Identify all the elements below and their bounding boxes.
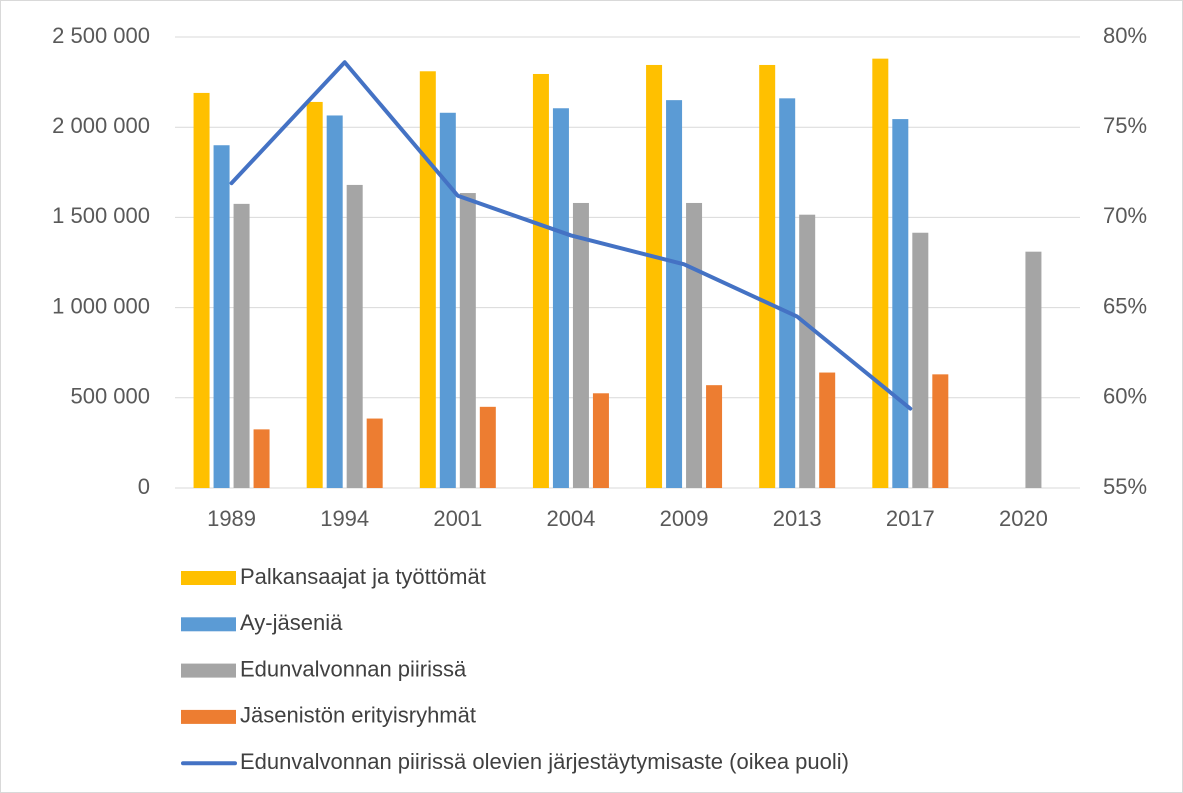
bar xyxy=(326,115,343,488)
bar xyxy=(193,92,210,488)
y2-tick-label: 70% xyxy=(1103,203,1147,228)
bar xyxy=(706,385,723,488)
bar xyxy=(799,214,816,488)
x-tick-label: 2020 xyxy=(999,506,1048,531)
bar xyxy=(306,101,323,488)
bar xyxy=(932,374,949,488)
x-tick-label: 2009 xyxy=(660,506,709,531)
bar xyxy=(1025,251,1042,488)
legend-label: Ay-jäseniä xyxy=(240,610,343,635)
y2-tick-label: 65% xyxy=(1103,293,1147,318)
bar xyxy=(439,112,456,488)
bar xyxy=(686,202,703,488)
bar xyxy=(912,232,929,488)
legend-swatch xyxy=(181,663,236,678)
legend: Palkansaajat ja työttömät Ay-jäseniä Edunv… xyxy=(181,564,849,774)
legend-label: Edunvalvonnan piirissä xyxy=(240,656,467,681)
bar xyxy=(459,193,476,488)
y2-tick-label: 80% xyxy=(1103,23,1147,48)
y2-tick-label: 55% xyxy=(1103,474,1147,499)
legend-swatch xyxy=(181,709,236,724)
bar xyxy=(552,108,569,489)
bar xyxy=(479,406,496,488)
bar xyxy=(666,100,683,488)
bar xyxy=(819,372,836,488)
bar xyxy=(419,71,436,488)
bar xyxy=(646,64,663,488)
y-tick-label: 1 500 000 xyxy=(52,203,150,228)
x-tick-label: 1989 xyxy=(207,506,256,531)
bar xyxy=(872,58,889,488)
legend-swatch xyxy=(181,617,236,632)
y-tick-label: 1 000 000 xyxy=(52,293,150,318)
legend-label: Jäsenistön erityisryhmät xyxy=(240,703,476,728)
line xyxy=(229,60,913,411)
x-tick-label: 2001 xyxy=(433,506,482,531)
bar xyxy=(213,145,230,489)
y2-tick-label: 60% xyxy=(1103,384,1147,409)
bar xyxy=(346,184,363,489)
y-tick-label: 2 000 000 xyxy=(52,113,150,138)
bar xyxy=(572,202,589,488)
y2-tick-label: 75% xyxy=(1103,113,1147,138)
bar xyxy=(759,64,776,488)
x-tick-label: 2017 xyxy=(886,506,935,531)
y-tick-label: 0 xyxy=(138,474,150,499)
bar xyxy=(253,429,270,488)
bar xyxy=(532,73,549,489)
x-tick-label: 2004 xyxy=(546,506,595,531)
legend-label: Palkansaajat ja työttömät xyxy=(240,564,486,589)
legend-swatch xyxy=(181,571,236,585)
bar xyxy=(592,393,609,488)
x-tick-label: 1994 xyxy=(320,506,369,531)
y-tick-label: 500 000 xyxy=(70,384,150,409)
y-tick-label: 2 500 000 xyxy=(52,23,150,48)
x-tick-label: 2013 xyxy=(773,506,822,531)
legend-label: Edunvalvonnan piirissä olevien järjestäy… xyxy=(240,749,849,774)
bar xyxy=(366,418,383,488)
bar xyxy=(779,98,796,488)
bar xyxy=(233,203,250,488)
bar xyxy=(892,119,909,488)
